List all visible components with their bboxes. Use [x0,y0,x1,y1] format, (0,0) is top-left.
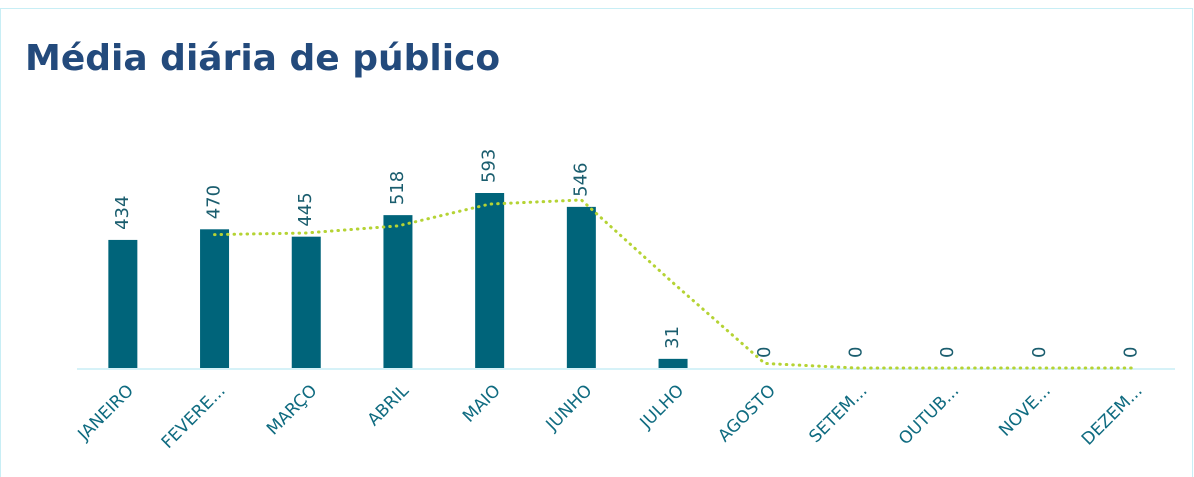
value-label: 470 [204,185,225,219]
chart-title: Média diária de público [25,38,500,79]
value-label: 0 [1121,347,1142,358]
value-label: 546 [570,163,591,197]
value-label: 0 [1029,347,1050,358]
value-label: 445 [295,192,316,226]
trend-line [213,198,1134,370]
bar [383,215,413,368]
value-label: 434 [112,196,133,230]
bar [658,358,688,368]
card [0,8,1193,477]
value-label: 0 [937,347,958,358]
bar [475,193,505,368]
bar [566,206,596,368]
value-label: 0 [754,347,775,358]
bar [291,236,321,368]
bar [200,229,230,368]
value-label: 31 [662,326,683,349]
value-label: 518 [387,171,408,205]
value-label: 0 [845,347,866,358]
bar [108,239,138,368]
value-label: 593 [479,149,500,183]
